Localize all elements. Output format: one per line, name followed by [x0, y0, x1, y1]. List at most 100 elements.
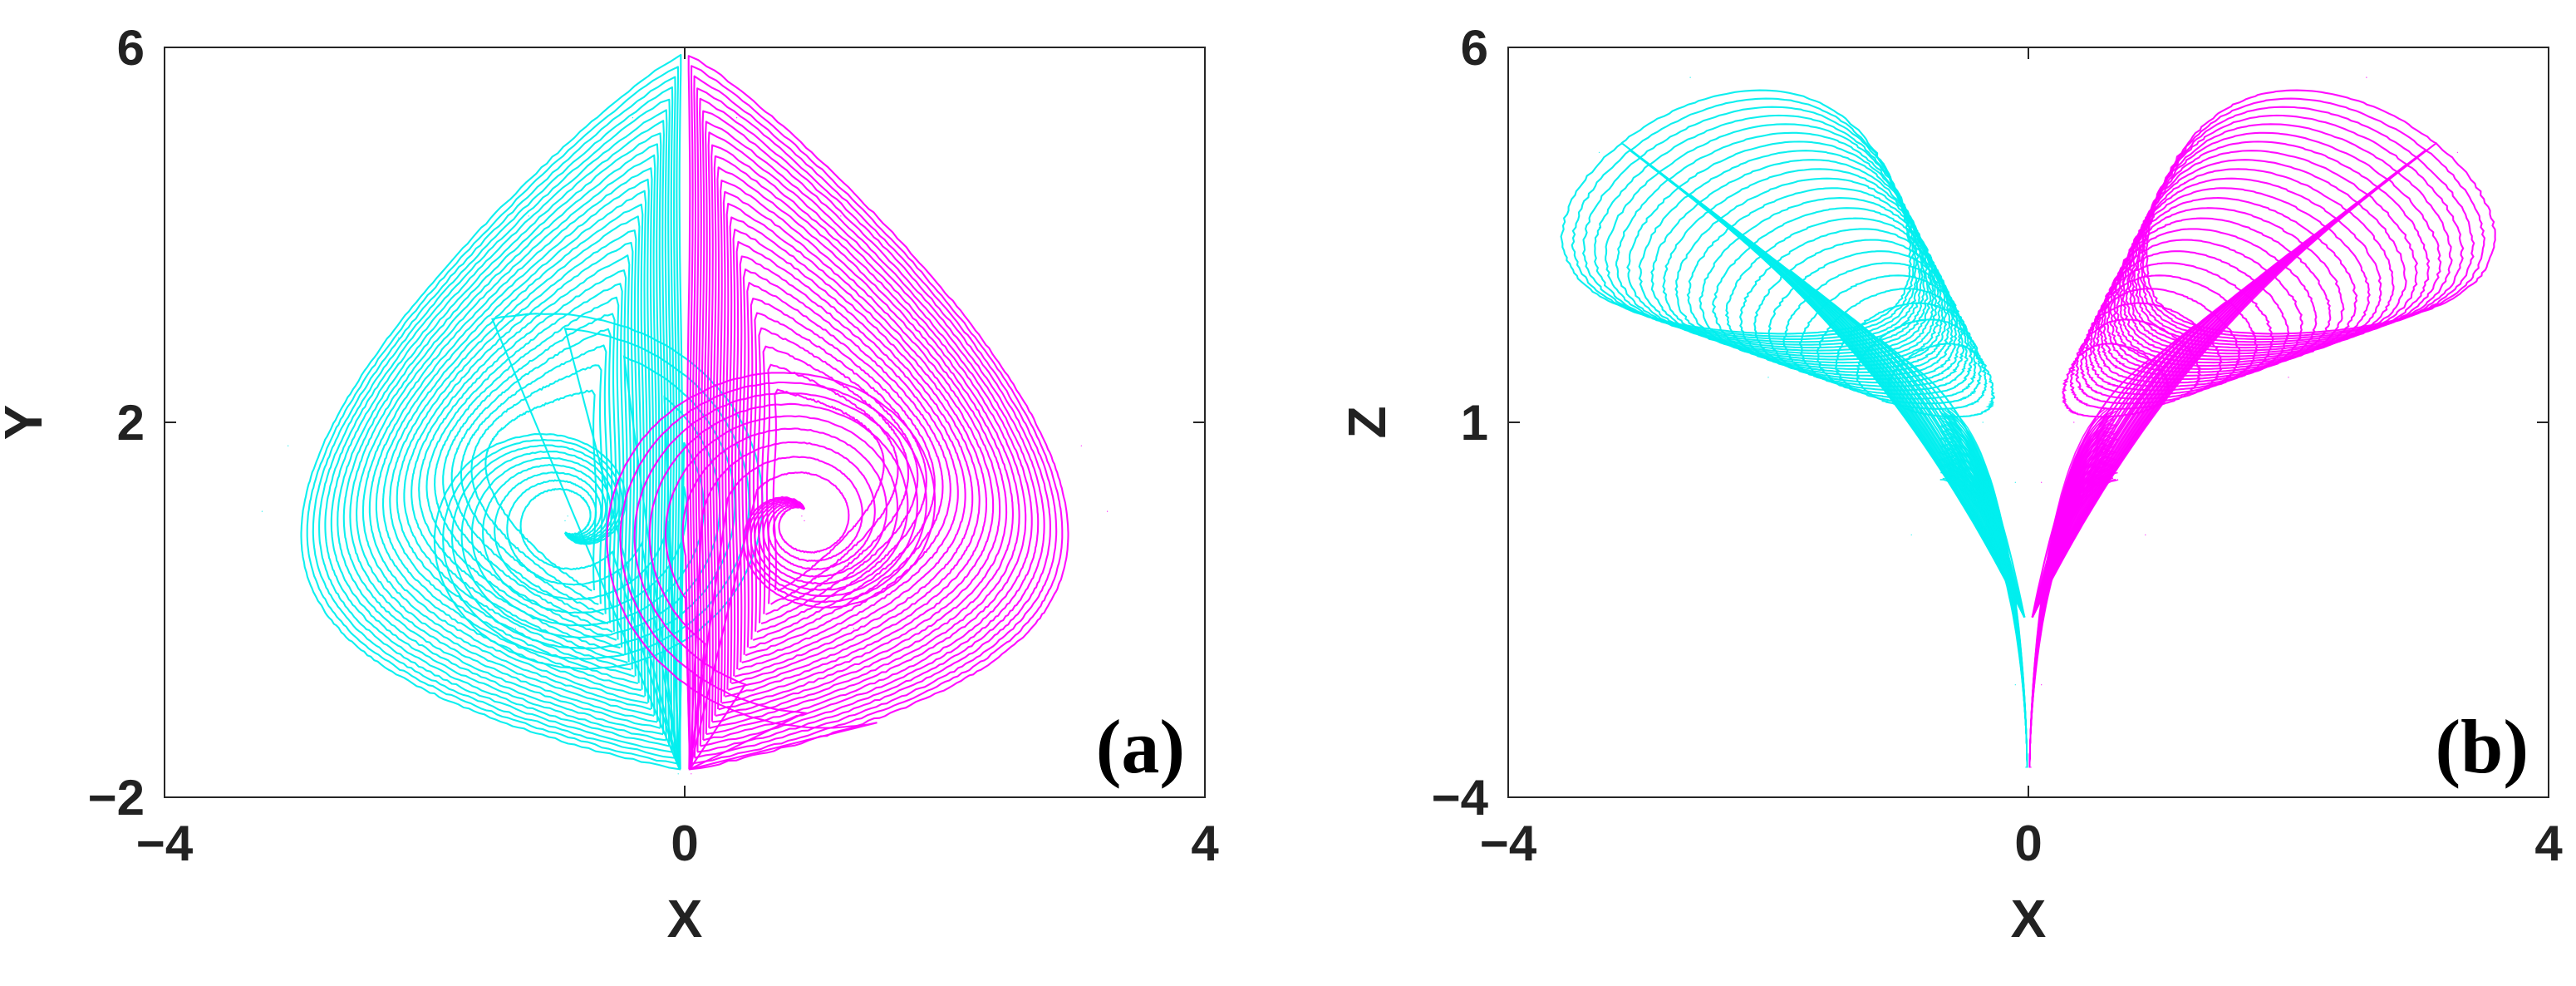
data-point — [2014, 481, 2016, 483]
trajectory-curve — [695, 87, 1051, 753]
trajectory-curve — [470, 364, 604, 605]
trajectory-curve — [318, 86, 675, 753]
trajectory-curve — [681, 427, 887, 770]
trajectory-curve — [709, 144, 1020, 723]
data-point — [801, 515, 803, 517]
plot-area — [1560, 76, 2496, 768]
data-point — [1107, 510, 1109, 512]
trajectory-curve — [349, 143, 661, 723]
trajectory-curve — [375, 190, 648, 698]
trajectory-curve — [418, 269, 628, 657]
series-magenta-orbit — [2028, 76, 2496, 768]
x-axis-label: X — [2011, 889, 2047, 949]
trajectory-curve — [2031, 89, 2496, 618]
y-tick-label: −4 — [1432, 770, 1489, 826]
x-tick-label: 4 — [1191, 816, 1219, 871]
trajectory-curve — [752, 312, 927, 634]
trajectory-curve — [745, 282, 944, 649]
data-point — [2041, 481, 2043, 483]
data-point — [514, 628, 517, 629]
trajectory-curve — [2031, 177, 2382, 618]
trajectory-curve — [368, 178, 651, 704]
trajectory-curve — [1938, 424, 2028, 767]
trajectory-curve — [734, 240, 966, 671]
axes-box — [164, 47, 1206, 798]
trajectory-curve — [381, 203, 645, 692]
y-tick-label: 2 — [117, 395, 145, 451]
trajectory-curve — [712, 155, 1014, 717]
trajectory-curve — [761, 345, 910, 615]
data-point — [1598, 151, 1600, 153]
trajectory-curve — [689, 456, 863, 770]
trajectory-curve — [519, 488, 681, 770]
data-point — [2456, 151, 2458, 153]
trajectory-curve — [482, 463, 688, 770]
trajectory-curve — [506, 479, 681, 770]
trajectory-curve — [2031, 228, 2318, 618]
trajectory-curve — [1712, 207, 2026, 618]
series-magenta-orbit — [606, 55, 1109, 775]
trajectory-curve — [718, 180, 1001, 704]
x-tick-label: −4 — [136, 816, 194, 871]
trajectory-curve — [2031, 239, 2303, 618]
trajectory-curve — [306, 66, 681, 765]
trajectory-curve — [1581, 106, 2026, 618]
panel-a: −4 0 4 −2 2 6 X Y (a) — [0, 20, 1219, 949]
trajectory-curve — [738, 255, 959, 663]
trajectory-curve — [689, 441, 876, 770]
trajectory-curve — [2031, 197, 2358, 618]
data-point — [2041, 684, 2043, 686]
trajectory-curve — [2031, 97, 2486, 618]
y-tick-label: 6 — [1461, 20, 1488, 76]
trajectory-curve — [689, 65, 1064, 765]
data-point — [2366, 76, 2367, 78]
trajectory-curve — [1560, 89, 2026, 618]
trajectory-curve — [664, 415, 899, 770]
plot-area — [261, 53, 1109, 775]
x-tick-label: −4 — [1480, 816, 1537, 871]
trajectory-curve — [741, 268, 951, 657]
data-point — [564, 520, 566, 522]
trajectory-curve — [442, 328, 750, 770]
ticks: −4 0 4 −4 1 6 — [1432, 20, 2564, 871]
panel-b: −4 0 4 −4 1 6 X Z (b) — [1337, 20, 2563, 949]
trajectory-curve — [434, 296, 621, 641]
trajectory-curve — [703, 121, 1033, 736]
trajectory-curve — [396, 229, 639, 678]
trajectory-curve — [450, 328, 613, 624]
data-point — [632, 117, 634, 119]
x-tick-label: 0 — [2014, 816, 2042, 871]
data-point — [2184, 181, 2185, 183]
trajectory-curve — [2031, 106, 2475, 618]
trajectory-curve — [451, 355, 736, 770]
trajectory-curve — [730, 229, 974, 678]
data-point — [2014, 684, 2016, 686]
trajectory-curve — [686, 55, 1069, 771]
trajectory-curve — [606, 372, 937, 771]
trajectory-curve — [2031, 159, 2407, 618]
data-point — [996, 571, 998, 574]
trajectory-curve — [725, 202, 988, 692]
data-point — [840, 215, 842, 217]
y-tick-label: 6 — [117, 20, 145, 76]
trajectory-curve — [300, 53, 683, 771]
trajectory-curve — [697, 97, 1045, 747]
trajectory-curve — [689, 471, 850, 770]
data-point — [1689, 76, 1691, 78]
data-point — [853, 628, 854, 629]
trajectory-curve — [706, 131, 1027, 729]
data-point — [1871, 181, 1873, 183]
trajectory-curve — [312, 76, 678, 759]
panel-label: (a) — [1096, 704, 1185, 789]
data-point — [736, 117, 738, 119]
y-tick-label: −2 — [88, 770, 145, 826]
trajectory-curve — [1650, 159, 2026, 618]
data-point — [1598, 226, 1600, 229]
trajectory-curve — [721, 190, 995, 698]
trajectory-curve — [1605, 123, 2026, 618]
trajectory-curve — [2028, 438, 2119, 767]
x-tick-label: 4 — [2534, 816, 2563, 871]
data-point — [742, 703, 745, 704]
trajectory-curve — [701, 110, 1040, 742]
